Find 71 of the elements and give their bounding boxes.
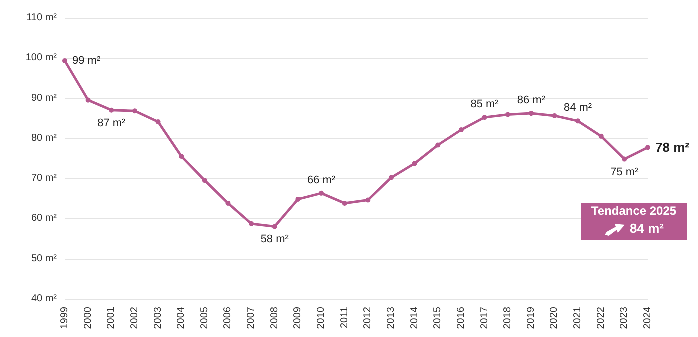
y-tick-label: 70 m² (31, 173, 58, 184)
x-tick-label: 1999 (60, 306, 70, 330)
y-tick-label: 90 m² (31, 92, 58, 104)
x-tick-label: 2003 (152, 306, 164, 330)
x-tick-label: 2002 (129, 306, 140, 330)
y-tick-label: 110 m² (26, 12, 58, 24)
y-tick-label: 100 m² (26, 52, 58, 64)
data-label: 75 m² (610, 166, 640, 178)
y-tick-label: 40 m² (31, 294, 58, 304)
point (132, 108, 138, 114)
point (622, 156, 628, 162)
point (646, 145, 650, 150)
x-tick-label: 2004 (176, 306, 188, 330)
point (296, 196, 301, 202)
point (436, 142, 441, 148)
annotation: 84 m² (630, 221, 664, 236)
point (62, 58, 68, 64)
x-tick-label: 2011 (339, 306, 350, 329)
x-tick-label: 2006 (222, 306, 234, 330)
point (388, 175, 394, 180)
x-tick-label: 2007 (246, 306, 258, 330)
point (202, 178, 208, 184)
x-tick-label: 2017 (479, 306, 490, 330)
x-tick-label: 2009 (292, 306, 304, 330)
x-tick-label: 2016 (456, 306, 467, 330)
y-tick-label: 50 m² (31, 253, 58, 264)
point (598, 134, 604, 139)
x-tick-label: 2019 (526, 306, 537, 330)
x-tick-label: 2024 (642, 306, 654, 330)
x-tick-label: 2001 (106, 306, 118, 330)
point (458, 128, 464, 132)
point (506, 112, 511, 118)
x-tick-label: 2023 (619, 306, 630, 330)
x-tick-label: 2000 (82, 306, 94, 330)
x-tick-label: 2014 (409, 306, 420, 330)
data-label: 66 m² (307, 174, 336, 186)
data-label: 99 m² (72, 54, 101, 67)
data-label: 84 m² (564, 102, 592, 114)
data-label: 86 m² (517, 94, 546, 107)
x-tick-label: 2018 (502, 306, 514, 330)
point (366, 198, 371, 203)
x-tick-label: 2013 (386, 306, 397, 330)
point (249, 221, 254, 226)
y-tick-label: 60 m² (31, 213, 58, 224)
point (226, 200, 231, 206)
annotation: Tendance 2025 (590, 203, 678, 220)
x-tick-label: 2021 (572, 306, 584, 330)
x-tick-label: 2010 (316, 306, 328, 330)
data-label: 87 m² (98, 117, 126, 130)
x-tick-label: 2020 (549, 306, 560, 330)
data-label: 78 m² (656, 140, 690, 156)
point (412, 161, 418, 166)
data-label: 85 m² (470, 98, 500, 111)
x-tick-label: 2012 (362, 306, 374, 330)
point (342, 200, 348, 206)
point (528, 111, 534, 116)
y-tick-label: 80 m² (31, 132, 58, 144)
point (576, 118, 581, 124)
x-tick-label: 2015 (432, 306, 444, 330)
point (86, 98, 91, 103)
point (179, 154, 184, 159)
point (482, 115, 488, 120)
x-tick-label: 2008 (269, 306, 280, 330)
point (319, 190, 324, 196)
point (156, 119, 161, 124)
x-tick-label: 2022 (596, 306, 607, 330)
data-label: 58 m² (260, 234, 290, 246)
point (272, 224, 278, 230)
x-tick-label: 2005 (199, 306, 210, 330)
point (109, 108, 114, 113)
point (552, 113, 558, 118)
